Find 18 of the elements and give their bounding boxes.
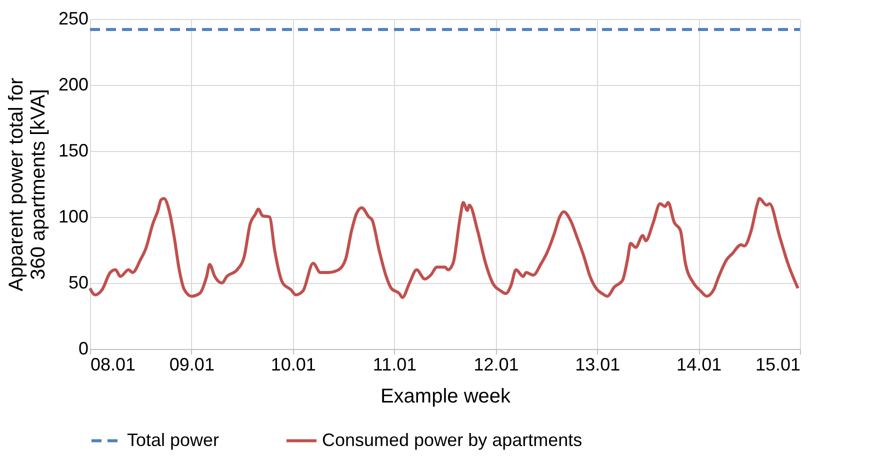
x-tick-label: 14.01 [676, 354, 722, 374]
y-tick-label: 150 [58, 140, 88, 160]
y-tick-label: 200 [58, 74, 88, 94]
x-tick-label: 15.01 [755, 354, 800, 374]
legend-label: Total power [127, 430, 220, 450]
x-tick-label: 12.01 [474, 354, 519, 374]
y-axis-title: Apparent power total for 360 apartments [kVA] [5, 77, 50, 292]
x-tick-label: 09.01 [169, 354, 214, 374]
y-tick-label: 0 [78, 338, 88, 358]
x-tick-label: 08.01 [90, 354, 136, 374]
y-tick-label: 100 [58, 206, 88, 226]
legend-label: Consumed power by apartments [322, 430, 582, 450]
y-tick-label: 50 [68, 272, 88, 292]
x-tick-label: 11.01 [372, 354, 417, 374]
x-tick-label: 13.01 [575, 354, 620, 374]
x-axis-title: Example week [380, 386, 512, 408]
y-tick-label: 250 [58, 8, 88, 28]
x-tick-label: 10.01 [270, 354, 316, 374]
